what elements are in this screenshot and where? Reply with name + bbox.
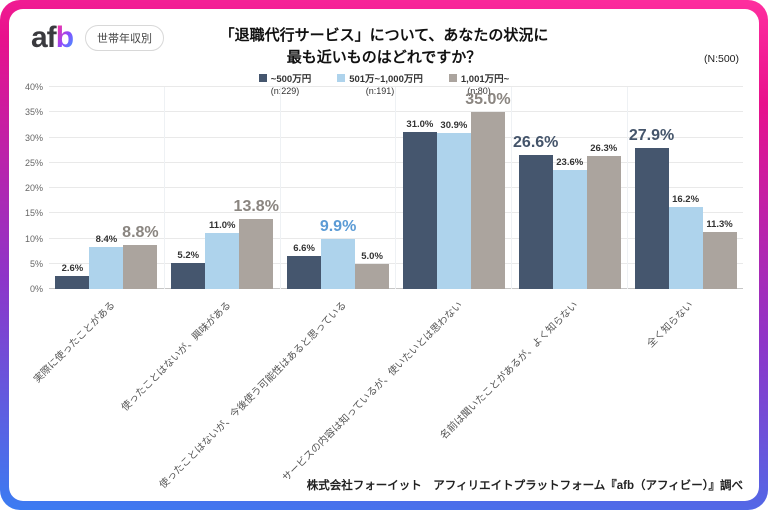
bar-value-label: 13.8% [233,198,279,216]
category-label: サービスの内容は知っているが、使いたいとは思わない [280,299,465,484]
category-label: 全く知らない [645,299,696,351]
y-axis-tick-label: 35% [24,107,43,118]
legend-label: 501万~1,000万円 [349,74,423,85]
bar: 16.2% [668,194,703,289]
bar-value-label: 8.8% [122,223,159,241]
gridline [49,86,743,87]
bar: 5.2% [171,250,206,289]
legend-n: (n:191) [365,86,395,96]
bar: 2.6% [55,263,90,289]
bar-value-label: 30.9% [440,119,468,131]
legend-label: ~500万円 [270,74,312,85]
bar-value-label: 6.6% [293,242,315,254]
bar: 13.8% [234,198,279,289]
category-label: 使ったことはないが、今後使う可能性はあると思っている [157,299,349,491]
category-label: 使ったことはないが、興味がある [119,299,234,414]
bar: 8.4% [89,234,124,289]
category-label: 実際に使ったことがある [31,299,118,386]
afb-logo: afb [31,21,74,54]
bar: 9.9% [320,218,356,289]
bar-value-label: 5.2% [177,249,200,261]
y-axis-tick-label: 25% [24,157,43,168]
bar: 8.8% [122,224,159,289]
legend-swatch-navy [258,74,267,82]
y-axis-tick-label: 10% [24,233,43,244]
bar-value-label: 23.6% [556,156,584,168]
bar-value-label: 5.0% [361,250,383,262]
bar-value-label: 35.0% [465,91,511,109]
bar-groups: 2.6% 8.4% 8.8% 5.2% 11.0% 13.8% 6.6% 9.9% 5.0% 31… [49,87,743,289]
bar: 26.6% [513,134,558,289]
source-credit: 株式会社フォーイット アフィリエイトプラットフォーム『afb（アフィビー）』調べ [306,480,743,492]
legend-n: (n:229) [270,86,300,96]
bar-value-label: 11.3% [706,218,733,230]
legend-item: ~500万円 (n:229) [258,71,312,96]
header-left: afb 世帯年収別 [31,21,165,54]
logo-text-af: af [31,21,57,54]
bar: 23.6% [552,157,587,289]
bar-value-label: 26.3% [590,143,618,155]
bar-group: 2.6% 8.4% 8.8% [49,87,164,289]
bar-value-label: 9.9% [319,218,357,236]
y-axis-tick-label: 0% [29,284,43,294]
bar: 6.6% [287,243,322,289]
category-axis-labels: 実際に使ったことがある 使ったことはないが、興味がある 使ったことはないが、今後使う… [32,297,743,492]
bar-group: 27.9% 16.2% 11.3% [627,87,743,289]
bar-group: 5.2% 11.0% 13.8% [163,87,280,289]
legend-label: 1,001万円~ [460,74,510,85]
title-line-2: 最も近いものはどれですか？ [286,48,482,66]
bar: 27.9% [629,127,674,289]
chart-card: afb 世帯年収別 「退職代行サービス」について、あなたの状況に 最も近いものは… [9,9,759,501]
category-label: 名前は聞いたことがあるが、よく知らない [438,299,581,442]
y-axis-tick-label: 5% [29,258,43,269]
bar: 31.0% [402,119,437,289]
bar-value-label: 16.2% [672,194,700,206]
y-axis-tick-label: 30% [24,132,43,143]
bar-group: 31.0% 30.9% 35.0% [395,87,511,289]
logo-text-b: b [55,21,74,54]
sample-size: (N:500) [703,53,739,65]
bar-value-label: 26.6% [513,133,559,151]
title-line-1: 「退職代行サービス」について、あなたの状況に [219,27,549,44]
bar-group: 6.6% 9.9% 5.0% [279,87,396,289]
legend-n: (n:80) [467,86,491,96]
y-axis-tick-label: 40% [24,82,43,92]
legend-item: (n:80) 1,001万円~ (n:80) [448,71,510,96]
legend-item: 501万~1,000万円 (n:191) [337,71,423,96]
bar: 11.0% [205,220,240,289]
bar-value-label: 27.9% [628,127,675,145]
legend-swatch-gray [448,74,457,82]
legend-swatch-lightblue [337,74,346,82]
category-badge: 世帯年収別 [85,25,165,51]
bar-chart-plot-area: 0% 5% 10% 15% 20% 25% 30% 35% 40% 2.6% 8.4% 8.8% 5.2… [25,82,743,294]
bar-value-label: 2.6% [61,262,84,274]
bar-group: 26.6% 23.6% 26.3% [511,87,627,289]
bar-value-label: 8.4% [95,233,118,245]
bar-value-label: 11.0% [209,220,236,232]
bar: 5.0% [355,251,390,289]
page-title: 「退職代行サービス」について、あなたの状況に 最も近いものはどれですか？ [9,25,759,69]
y-axis-tick-label: 15% [24,208,43,219]
bar: 11.3% [702,219,737,289]
bar-value-label: 31.0% [406,119,434,131]
bar: 35.0% [465,91,511,289]
chart-legend: ~500万円 (n:229) 501万~1,000万円 (n:191) (n:8… [9,71,759,96]
y-axis-tick-label: 20% [24,183,43,193]
bar: 30.9% [436,120,471,289]
bar: 26.3% [586,143,621,289]
